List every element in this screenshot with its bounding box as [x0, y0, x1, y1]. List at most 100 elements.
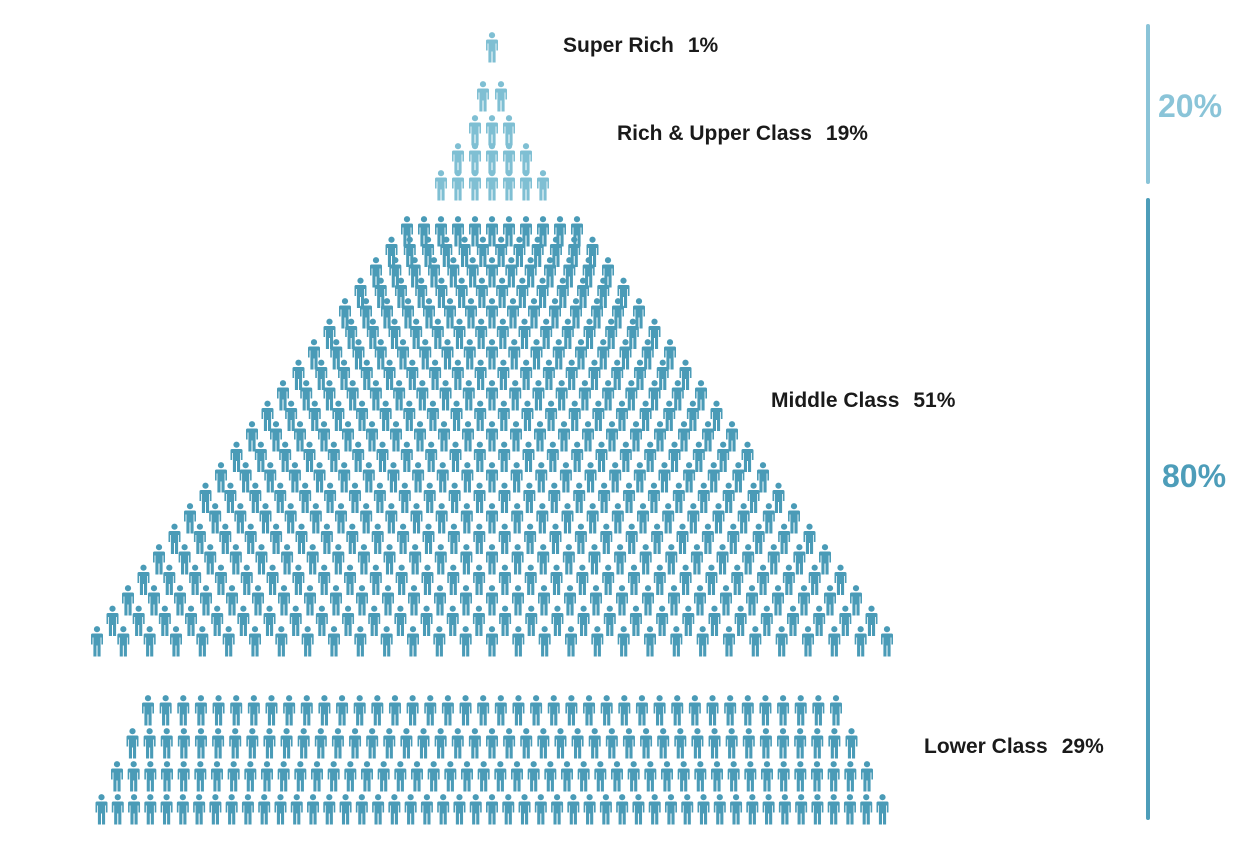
- person-icon: [597, 339, 610, 370]
- person-icon: [204, 544, 217, 575]
- person-icon: [460, 503, 473, 534]
- person-icon: [332, 544, 345, 575]
- person-icon: [249, 626, 261, 657]
- person-icon: [606, 421, 618, 452]
- person-icon: [865, 605, 878, 636]
- person-icon: [734, 605, 747, 636]
- person-icon: [486, 421, 498, 452]
- person-icon: [584, 462, 597, 493]
- person-icon: [421, 564, 434, 595]
- person-icon: [767, 544, 780, 575]
- person-icon: [653, 695, 666, 726]
- tier-name: Rich & Upper Class: [617, 122, 812, 145]
- person-icon: [495, 236, 508, 267]
- person-icon: [301, 626, 314, 657]
- person-icon: [536, 503, 549, 534]
- person-icon: [633, 298, 645, 329]
- person-icon: [762, 794, 775, 825]
- person-icon: [588, 359, 601, 390]
- person-icon: [168, 523, 181, 554]
- person-icon: [555, 380, 568, 411]
- person-icon: [388, 318, 401, 349]
- person-icon: [591, 298, 603, 329]
- person-icon: [328, 626, 340, 657]
- person-icon: [402, 298, 414, 329]
- person-icon: [588, 728, 601, 759]
- person-icon: [742, 728, 755, 759]
- person-icon: [278, 585, 290, 616]
- person-icon: [224, 482, 237, 513]
- person-icon: [252, 585, 264, 616]
- person-icon: [398, 482, 411, 513]
- person-icon: [635, 695, 648, 726]
- person-icon: [538, 585, 550, 616]
- person-icon: [603, 605, 616, 636]
- person-icon: [408, 585, 420, 616]
- person-icon: [510, 462, 523, 493]
- person-icon: [277, 761, 290, 792]
- person-icon: [503, 143, 515, 174]
- person-icon: [550, 564, 563, 595]
- person-icon: [451, 728, 464, 759]
- person-icon: [594, 761, 607, 792]
- person-icon: [426, 400, 439, 431]
- person-icon: [246, 421, 258, 452]
- person-icon: [795, 794, 808, 825]
- person-icon: [219, 523, 232, 554]
- person-icon: [261, 761, 273, 792]
- person-icon: [642, 585, 654, 616]
- person-icon: [794, 761, 807, 792]
- person-icon: [654, 421, 666, 452]
- person-icon: [828, 626, 841, 657]
- person-icon: [158, 605, 171, 636]
- person-icon: [749, 626, 762, 657]
- person-icon: [761, 761, 773, 792]
- person-icon: [416, 380, 429, 411]
- person-icon: [497, 400, 510, 431]
- person-icon: [727, 523, 740, 554]
- person-icon: [117, 626, 130, 657]
- person-icon: [406, 695, 419, 726]
- person-icon: [400, 441, 413, 472]
- person-icon: [160, 794, 173, 825]
- tier-label-middle-class: Middle Class 51%: [771, 389, 955, 413]
- person-icon: [697, 482, 710, 513]
- person-icon: [524, 523, 537, 554]
- person-icon: [318, 564, 331, 595]
- person-icon: [383, 728, 396, 759]
- person-icon: [554, 728, 567, 759]
- person-icon: [570, 298, 582, 329]
- person-icon: [425, 441, 438, 472]
- person-icon: [360, 503, 373, 534]
- person-icon: [222, 626, 235, 657]
- person-icon: [639, 544, 652, 575]
- person-icon: [702, 421, 714, 452]
- person-icon: [518, 318, 531, 349]
- person-icon: [611, 503, 624, 534]
- person-icon: [274, 794, 287, 825]
- person-icon: [300, 695, 313, 726]
- person-icon: [486, 544, 498, 575]
- person-icon: [435, 170, 447, 201]
- person-icon: [671, 695, 684, 726]
- person-icon: [420, 605, 433, 636]
- person-icon: [691, 728, 704, 759]
- person-icon: [475, 277, 488, 308]
- person-icon: [477, 81, 489, 112]
- person-icon: [507, 298, 519, 329]
- person-icon: [696, 626, 709, 657]
- person-icon: [304, 585, 316, 616]
- person-icon: [563, 257, 576, 288]
- person-icon: [614, 544, 627, 575]
- person-icon: [412, 462, 425, 493]
- person-icon: [716, 544, 729, 575]
- person-icon: [605, 318, 618, 349]
- person-icon: [261, 400, 274, 431]
- person-icon: [385, 503, 398, 534]
- person-icon: [349, 728, 362, 759]
- person-icon: [449, 441, 462, 472]
- person-icon: [163, 564, 176, 595]
- person-icon: [264, 462, 277, 493]
- person-icon: [460, 585, 472, 616]
- person-icon: [338, 359, 351, 390]
